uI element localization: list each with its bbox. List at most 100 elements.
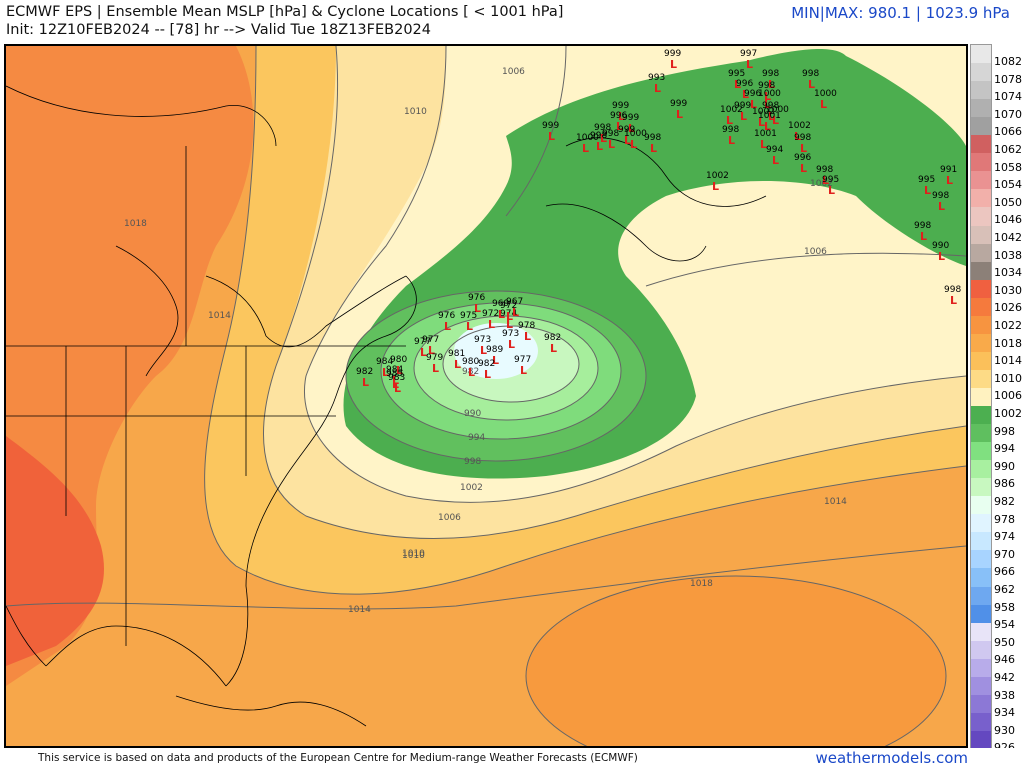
- cyclone-pressure-label: 996: [610, 111, 627, 121]
- cyclone-low-marker: L: [508, 338, 515, 351]
- cyclone-low-marker: L: [550, 342, 557, 355]
- isobar-label: 1010: [402, 551, 425, 561]
- colorbar-label: 954: [994, 618, 1015, 632]
- cyclone-low-marker: L: [608, 138, 615, 151]
- cyclone-pressure-label: 1002: [720, 105, 743, 115]
- colorbar-label: 926: [994, 742, 1015, 753]
- isobar-label: 1014: [348, 605, 371, 615]
- data-credit: This service is based on data and produc…: [38, 752, 638, 764]
- cyclone-low-marker: L: [742, 88, 749, 101]
- cyclone-low-marker: L: [596, 140, 603, 153]
- isobar-label: 982: [462, 367, 479, 377]
- colorbar-segment: [971, 63, 991, 82]
- colorbar-segment: [971, 676, 991, 696]
- cyclone-pressure-label: 1000: [624, 129, 647, 139]
- colorbar-segment: [971, 586, 991, 606]
- cyclone-pressure-label: 979: [426, 353, 443, 363]
- cyclone-pressure-label: 982: [356, 367, 373, 377]
- cyclone-pressure-label: 973: [474, 335, 491, 345]
- cyclone-pressure-label: 998: [758, 81, 775, 91]
- cyclone-pressure-label: 981: [448, 349, 465, 359]
- brand-link[interactable]: weathermodels.com: [815, 749, 968, 767]
- cyclone-low-marker: L: [768, 78, 775, 91]
- isobar-lines: [6, 46, 966, 746]
- cyclone-pressure-label: 1000: [758, 89, 781, 99]
- cyclone-low-marker: L: [772, 154, 779, 167]
- cyclone-pressure-label: 1000: [814, 89, 837, 99]
- colorbar-segment: [971, 730, 991, 750]
- pressure-map: 1006 1010 1018 1014 1010 998 994 990 982…: [6, 46, 966, 746]
- cyclone-low-marker: L: [432, 362, 439, 375]
- cyclone-pressure-label: 997: [740, 49, 757, 59]
- cyclone-pressure-label: 990: [932, 241, 949, 251]
- isobar-label: 1006: [804, 247, 827, 257]
- colorbar-label: 994: [994, 442, 1015, 456]
- cyclone-low-marker: L: [764, 120, 771, 133]
- colorbar-label: 998: [994, 424, 1015, 438]
- header: ECMWF EPS | Ensemble Mean MSLP [hPa] & C…: [0, 0, 1024, 44]
- colorbar-label: 1078: [994, 72, 1022, 86]
- cyclone-low-marker: L: [764, 98, 771, 111]
- cyclone-pressure-label: 978: [518, 321, 535, 331]
- isobar-label: 1018: [690, 579, 713, 589]
- cyclone-low-marker: L: [670, 58, 677, 71]
- cyclone-low-marker: L: [466, 320, 473, 333]
- cyclone-pressure-label: 994: [766, 145, 783, 155]
- cyclone-pressure-label: 993: [648, 73, 665, 83]
- cyclone-low-marker: L: [394, 382, 401, 395]
- cyclone-pressure-label: 998: [944, 285, 961, 295]
- cyclone-pressure-label: 1001: [758, 111, 781, 121]
- cyclone-low-marker: L: [712, 180, 719, 193]
- cyclone-low-marker: L: [800, 162, 807, 175]
- colorbar-label: 1042: [994, 231, 1022, 244]
- cyclone-low-marker: L: [758, 116, 765, 129]
- cyclone-low-marker: L: [444, 320, 451, 333]
- colorbar-label: 942: [994, 671, 1015, 684]
- cyclone-pressure-label: 998: [932, 191, 949, 201]
- cyclone-pressure-label: 984: [376, 357, 393, 367]
- colorbar-segment: [971, 117, 991, 136]
- colorbar-label: 970: [994, 547, 1015, 561]
- colorbar-label: 1070: [994, 107, 1022, 121]
- colorbar-segment: [971, 658, 991, 678]
- colorbar-segment: [971, 315, 991, 335]
- colorbar-label: 950: [994, 635, 1015, 649]
- isobar-label: 1006: [438, 513, 461, 523]
- colorbar-segment: [971, 369, 991, 389]
- cyclone-low-marker: L: [950, 294, 957, 307]
- cyclone-pressure-label: 999: [664, 49, 681, 59]
- cyclone-pressure-label: 999: [612, 101, 629, 111]
- cyclone-low-marker: L: [480, 344, 487, 357]
- colorbar-segment: [971, 351, 991, 371]
- cyclone-pressure-label: 972: [482, 309, 499, 319]
- colorbar-label: 1074: [994, 90, 1022, 104]
- cyclone-low-marker: L: [946, 174, 953, 187]
- cyclone-pressure-label: 989: [486, 345, 503, 355]
- colorbar-segment: [971, 135, 991, 154]
- cyclone-low-marker: L: [772, 114, 779, 127]
- cyclone-low-marker: L: [794, 130, 801, 143]
- colorbar-label: 1006: [994, 389, 1022, 403]
- cyclone-pressure-label: 998: [802, 69, 819, 79]
- cyclone-low-marker: L: [488, 318, 495, 331]
- colorbar-segment: [971, 514, 991, 533]
- cyclone-pressure-label: 998: [590, 131, 607, 141]
- colorbar-label: 1046: [994, 213, 1022, 227]
- cyclone-low-marker: L: [506, 318, 513, 331]
- colorbar-segment: [971, 424, 991, 443]
- colorbar-segment: [971, 712, 991, 732]
- isobar-label: 1014: [824, 497, 847, 507]
- colorbar-label: 1050: [994, 195, 1022, 209]
- cyclone-low-marker: L: [924, 184, 931, 197]
- cyclone-low-marker: L: [512, 306, 519, 319]
- cyclone-pressure-label: 1002: [788, 121, 811, 131]
- colorbar-label: 1034: [994, 266, 1022, 280]
- cyclone-low-marker: L: [808, 78, 815, 91]
- isobar-label: 1014: [208, 311, 231, 321]
- colorbar-segment: [971, 496, 991, 515]
- colorbar-segment: [971, 333, 991, 353]
- min-max-readout: MIN|MAX: 980.1 | 1023.9 hPa: [791, 4, 1010, 22]
- isobar-label: 994: [468, 433, 485, 443]
- cyclone-pressure-label: 999: [622, 113, 639, 123]
- cyclone-low-marker: L: [676, 108, 683, 121]
